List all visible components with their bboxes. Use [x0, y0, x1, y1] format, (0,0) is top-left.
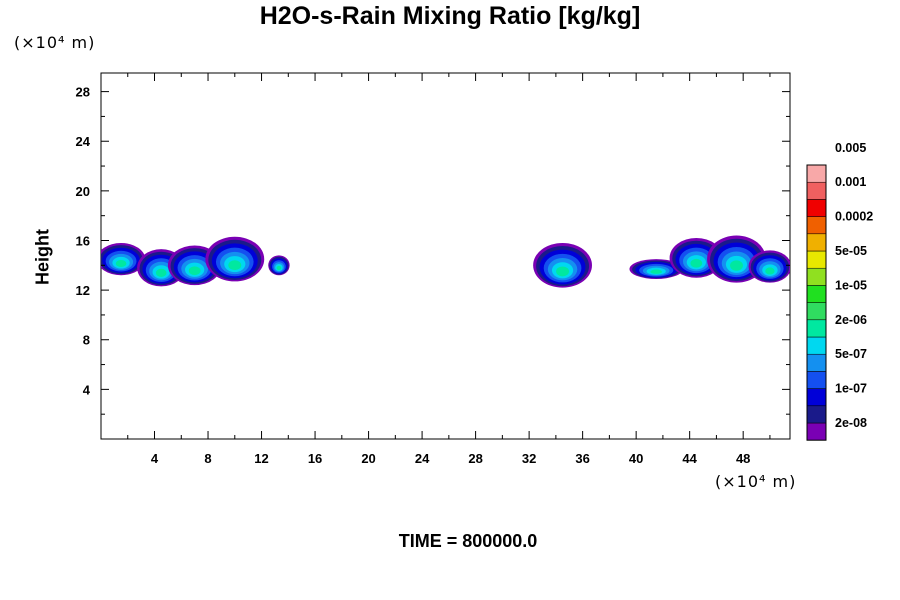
x-tick-label: 36 — [575, 451, 589, 466]
x-tick-label: 20 — [361, 451, 375, 466]
colorbar-swatch — [806, 371, 827, 389]
rain-contour — [765, 267, 775, 275]
colorbar: 2e-08 1e-07 5e-07 2e-06 1e-05 5e-05 0.0002 0.00… — [806, 141, 873, 441]
x-tick-label: 44 — [682, 451, 697, 466]
colorbar-swatch — [806, 181, 827, 200]
colorbar-label: 1e-05 — [835, 278, 867, 292]
y-tick-label: 8 — [83, 333, 90, 348]
rain-contour — [276, 265, 282, 271]
rain-cell — [748, 250, 790, 283]
rain-cell — [101, 242, 146, 276]
y-tick-label: 12 — [76, 283, 90, 298]
colorbar-swatch — [806, 405, 827, 424]
x-tick-label: 12 — [254, 451, 268, 466]
rain-cell — [629, 259, 683, 279]
colorbar-swatch — [806, 388, 827, 407]
colorbar-swatch — [806, 336, 827, 355]
rain-cell — [533, 242, 592, 288]
colorbar-label: 0.0002 — [835, 210, 873, 224]
x-tick-label: 32 — [522, 451, 536, 466]
colorbar-swatch — [806, 164, 827, 183]
colorbar-swatch — [806, 267, 827, 286]
colorbar-label: 0.005 — [835, 141, 866, 155]
colorbar-frame — [806, 164, 827, 441]
y-tick-label: 28 — [76, 85, 90, 100]
colorbar-swatch — [806, 285, 827, 303]
colorbar-swatch — [806, 216, 827, 235]
rain-cell — [205, 236, 265, 282]
colorbar-label: 2e-08 — [835, 416, 867, 430]
rain-cell — [268, 255, 290, 276]
colorbar-swatch — [806, 302, 827, 321]
rain-contour — [556, 266, 570, 277]
colorbar-label: 1e-07 — [835, 382, 867, 396]
rain-contour — [690, 258, 703, 268]
rain-field — [101, 235, 790, 288]
x-tick-label: 28 — [468, 451, 482, 466]
x-tick-label: 48 — [736, 451, 750, 466]
colorbar-label: 2e-06 — [835, 313, 867, 327]
y-tick-label: 20 — [76, 184, 90, 199]
x-tick-label: 4 — [151, 451, 159, 466]
rain-contour — [188, 266, 201, 276]
colorbar-swatch — [806, 422, 827, 441]
colorbar-swatch — [806, 319, 827, 338]
rain-contour — [155, 268, 167, 277]
y-axis-unit: (×10⁴ m) — [14, 33, 96, 52]
x-tick-label: 8 — [204, 451, 211, 466]
rain-contour — [115, 259, 127, 268]
colorbar-swatch — [806, 233, 827, 252]
rain-contour — [650, 269, 663, 274]
colorbar-swatch — [806, 199, 827, 217]
y-tick-label: 16 — [76, 233, 90, 248]
time-label: TIME = 800000.0 — [398, 531, 538, 551]
y-tick-label: 24 — [76, 134, 91, 149]
colorbar-label: 5e-05 — [835, 244, 867, 258]
x-tick-label: 16 — [308, 451, 322, 466]
colorbar-swatch — [806, 250, 827, 269]
x-tick-label: 24 — [415, 451, 430, 466]
colorbar-swatch — [806, 353, 827, 372]
chart-title: H2O-s-Rain Mixing Ratio [kg/kg] — [259, 2, 641, 30]
colorbar-label: 0.001 — [835, 175, 866, 189]
rain-contour — [730, 260, 743, 271]
y-tick-label: 4 — [83, 382, 91, 397]
x-axis-unit: (×10⁴ m) — [715, 472, 797, 491]
colorbar-label: 5e-07 — [835, 347, 867, 361]
x-tick-label: 40 — [629, 451, 643, 466]
rain-contour — [228, 260, 242, 271]
